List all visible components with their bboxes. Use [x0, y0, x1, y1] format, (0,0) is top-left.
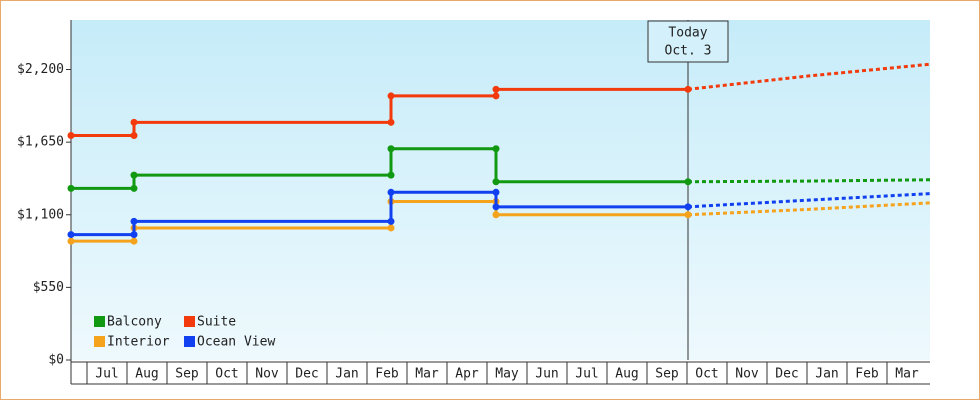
x-tick-label: Dec: [775, 367, 798, 382]
point: [130, 171, 138, 179]
point: [684, 211, 692, 219]
point: [130, 217, 138, 225]
point: [492, 145, 500, 153]
legend-swatch: [94, 316, 105, 327]
x-tick-label: Feb: [855, 367, 879, 382]
point: [387, 217, 395, 225]
y-tick-label: $1,650: [17, 135, 64, 150]
x-tick-label: Jul: [95, 367, 118, 382]
legend-label: Interior: [107, 335, 170, 350]
point: [67, 184, 75, 192]
point: [492, 203, 500, 211]
x-tick-label: Jan: [815, 367, 838, 382]
x-tick-label: Oct: [695, 367, 718, 382]
x-tick-label: May: [495, 367, 519, 382]
point: [684, 203, 692, 211]
forecast-line: [687, 62, 931, 91]
y-tick-label: $550: [33, 280, 64, 295]
x-tick-label: Mar: [895, 367, 919, 382]
x-tick-label: Sep: [175, 367, 199, 382]
x-tick-label: Aug: [615, 367, 638, 382]
point: [130, 237, 138, 245]
y-tick-label: $1,100: [17, 207, 64, 222]
point: [130, 184, 138, 192]
x-tick-label: Aug: [135, 367, 158, 382]
legend-swatch: [184, 316, 195, 327]
forecast-line: [687, 192, 931, 209]
today-label: Today: [668, 26, 707, 41]
point: [130, 118, 138, 126]
x-tick-label: Nov: [735, 367, 759, 382]
x-tick-label: Jun: [535, 367, 558, 382]
x-tick-label: Nov: [255, 367, 279, 382]
legend-swatch: [94, 336, 105, 347]
point: [387, 224, 395, 232]
x-tick-label: Oct: [215, 367, 238, 382]
today-box: [647, 20, 729, 63]
point: [387, 145, 395, 153]
x-tick-label: Jan: [335, 367, 358, 382]
point: [684, 178, 692, 186]
legend-swatch: [184, 336, 195, 347]
x-tick-label: Feb: [375, 367, 399, 382]
point: [387, 171, 395, 179]
point: [387, 118, 395, 126]
y-tick-label: $2,200: [17, 62, 64, 77]
point: [492, 178, 500, 186]
point: [492, 92, 500, 100]
x-tick-label: Apr: [455, 367, 479, 382]
x-tick-label: Mar: [415, 367, 439, 382]
x-tick-label: Jul: [575, 367, 598, 382]
point: [67, 132, 75, 140]
point: [130, 132, 138, 140]
legend-label: Ocean View: [197, 335, 275, 350]
point: [67, 231, 75, 239]
forecast-line: [687, 201, 931, 217]
x-tick-label: Dec: [295, 367, 318, 382]
forecast-line: [687, 178, 931, 184]
y-tick-label: $0: [48, 353, 64, 368]
plot-area: [71, 20, 930, 360]
point: [492, 211, 500, 219]
point: [387, 92, 395, 100]
today-label: Oct. 3: [665, 44, 712, 59]
point: [67, 237, 75, 245]
point: [492, 85, 500, 93]
point: [130, 231, 138, 239]
point: [684, 85, 692, 93]
point: [387, 188, 395, 196]
legend-label: Balcony: [107, 315, 162, 330]
x-tick-label: Sep: [655, 367, 679, 382]
legend-label: Suite: [197, 315, 236, 330]
point: [492, 188, 500, 196]
